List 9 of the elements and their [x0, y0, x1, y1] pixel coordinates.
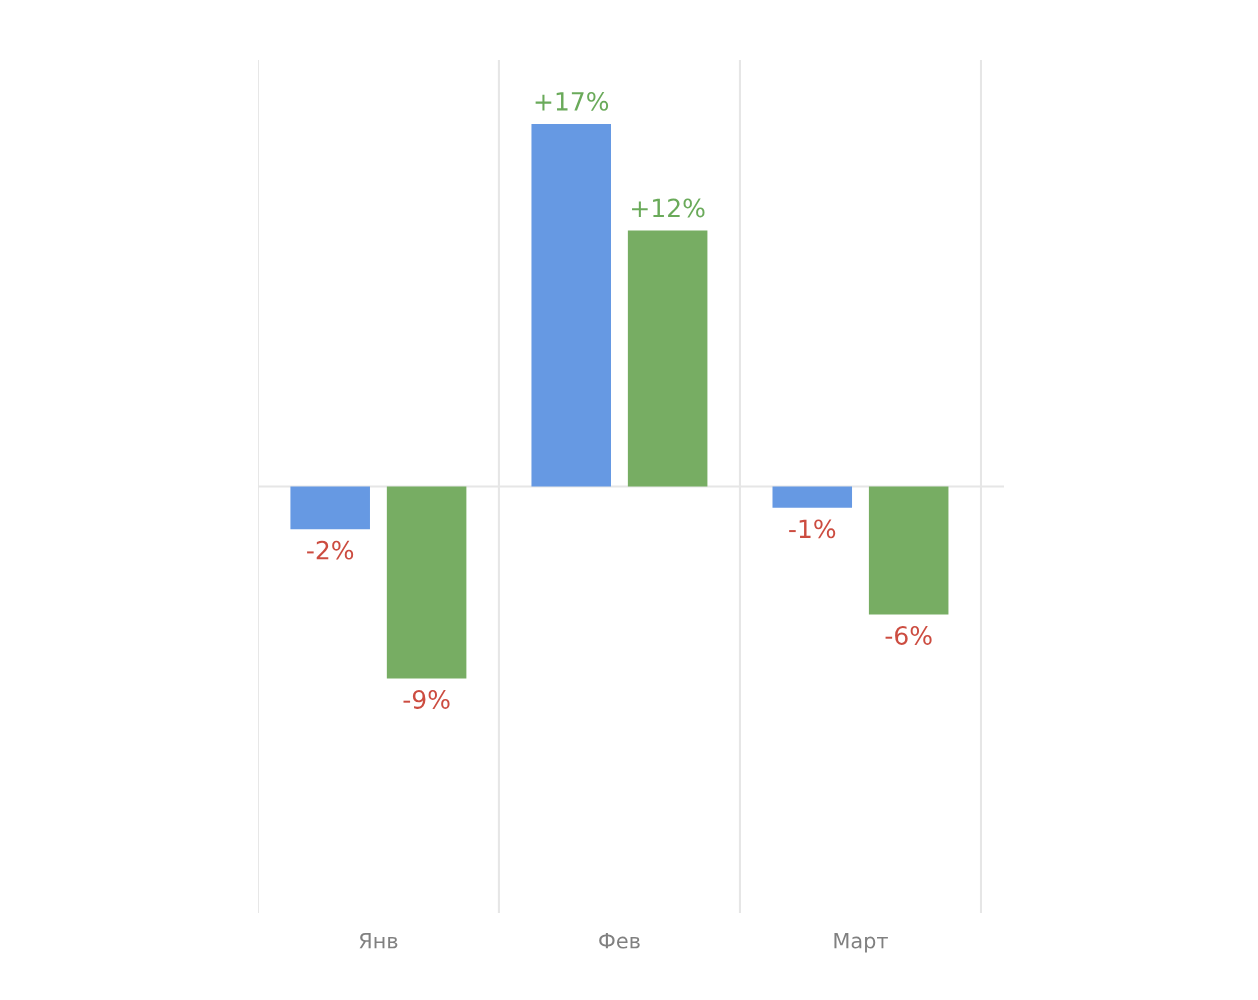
data-label: +17%: [535, 91, 609, 111]
x-tick-label: Март: [834, 933, 888, 953]
x-tick-label: Фев: [599, 933, 640, 949]
data-label: +12%: [632, 198, 705, 218]
data-label: -9%: [403, 689, 450, 709]
x-tick-label: Янв: [359, 933, 398, 949]
data-label: -1%: [789, 519, 836, 539]
data-label: -2%: [307, 540, 354, 560]
data-label: -6%: [885, 626, 932, 645]
